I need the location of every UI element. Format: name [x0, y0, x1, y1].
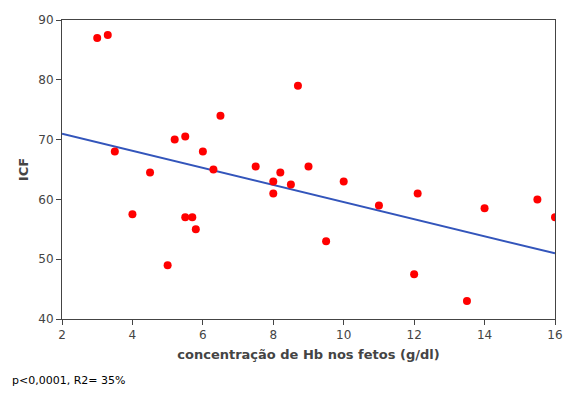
svg-text:6: 6 [199, 328, 207, 342]
svg-text:p<0,0001, R2= 35%: p<0,0001, R2= 35% [12, 374, 126, 387]
svg-text:70: 70 [38, 133, 53, 147]
svg-text:12: 12 [406, 328, 421, 342]
svg-text:2: 2 [58, 328, 66, 342]
svg-text:4: 4 [129, 328, 137, 342]
svg-text:40: 40 [38, 312, 53, 326]
svg-text:80: 80 [38, 73, 53, 87]
svg-text:60: 60 [38, 193, 53, 207]
svg-text:90: 90 [38, 13, 53, 27]
svg-text:ICF: ICF [16, 158, 31, 181]
svg-text:14: 14 [477, 328, 492, 342]
svg-text:16: 16 [547, 328, 562, 342]
svg-text:8: 8 [269, 328, 277, 342]
svg-text:50: 50 [38, 252, 53, 266]
svg-text:concentração de Hb nos fetos (: concentração de Hb nos fetos (g/dl) [177, 347, 439, 362]
svg-text:10: 10 [336, 328, 351, 342]
